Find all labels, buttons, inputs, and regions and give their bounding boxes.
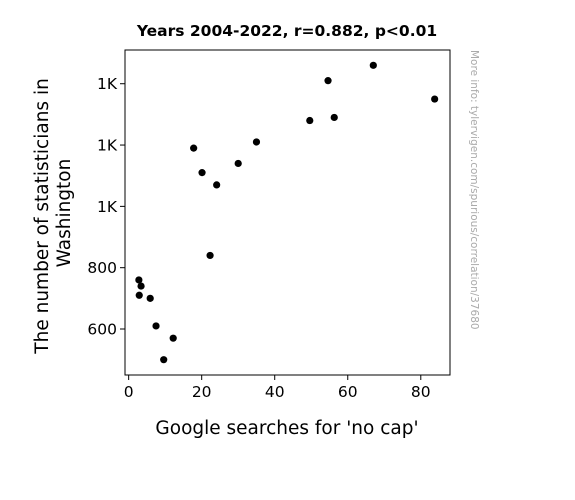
data-point (160, 356, 168, 364)
data-point (135, 276, 143, 284)
x-tick-label: 20 (192, 383, 212, 401)
x-tick-label: 80 (411, 383, 431, 401)
data-point (137, 282, 145, 290)
y-axis-label-line-2: Washington (54, 159, 75, 268)
data-point (213, 181, 221, 189)
y-tick-label: 800 (87, 259, 117, 277)
data-point (330, 113, 338, 122)
data-point (146, 294, 154, 302)
watermark-text: More info: tylervigen.com/spurious/corre… (468, 50, 480, 330)
x-tick-label: 60 (338, 383, 358, 401)
data-point (206, 251, 214, 260)
y-tick-label: 1K (97, 75, 118, 93)
y-axis-label: The number of statisticians in Washingto… (32, 72, 75, 354)
x-tick-label: 0 (124, 383, 134, 401)
data-point (431, 95, 439, 103)
x-axis: 0 20 40 60 80 (124, 375, 431, 401)
y-tick-label: 1K (97, 198, 118, 216)
data-point (252, 138, 261, 146)
y-axis: 600 800 1K 1K 1K (87, 75, 125, 339)
x-tick-label: 40 (265, 383, 285, 401)
data-point (152, 322, 160, 330)
data-point (324, 77, 332, 85)
data-point (234, 159, 242, 168)
data-point (369, 61, 377, 69)
data-point (198, 169, 206, 177)
data-points (135, 61, 439, 364)
y-tick-label: 1K (97, 137, 118, 155)
data-point (169, 334, 177, 342)
chart-title: Years 2004-2022, r=0.882, p<0.01 (136, 22, 437, 40)
x-axis-label: Google searches for 'no cap' (155, 418, 418, 439)
data-point (306, 116, 314, 125)
data-point (135, 291, 143, 299)
plot-area (124, 49, 451, 376)
y-axis-label-line-1: The number of statisticians in (32, 78, 53, 355)
y-tick-label: 600 (87, 321, 117, 339)
data-point (190, 144, 198, 152)
